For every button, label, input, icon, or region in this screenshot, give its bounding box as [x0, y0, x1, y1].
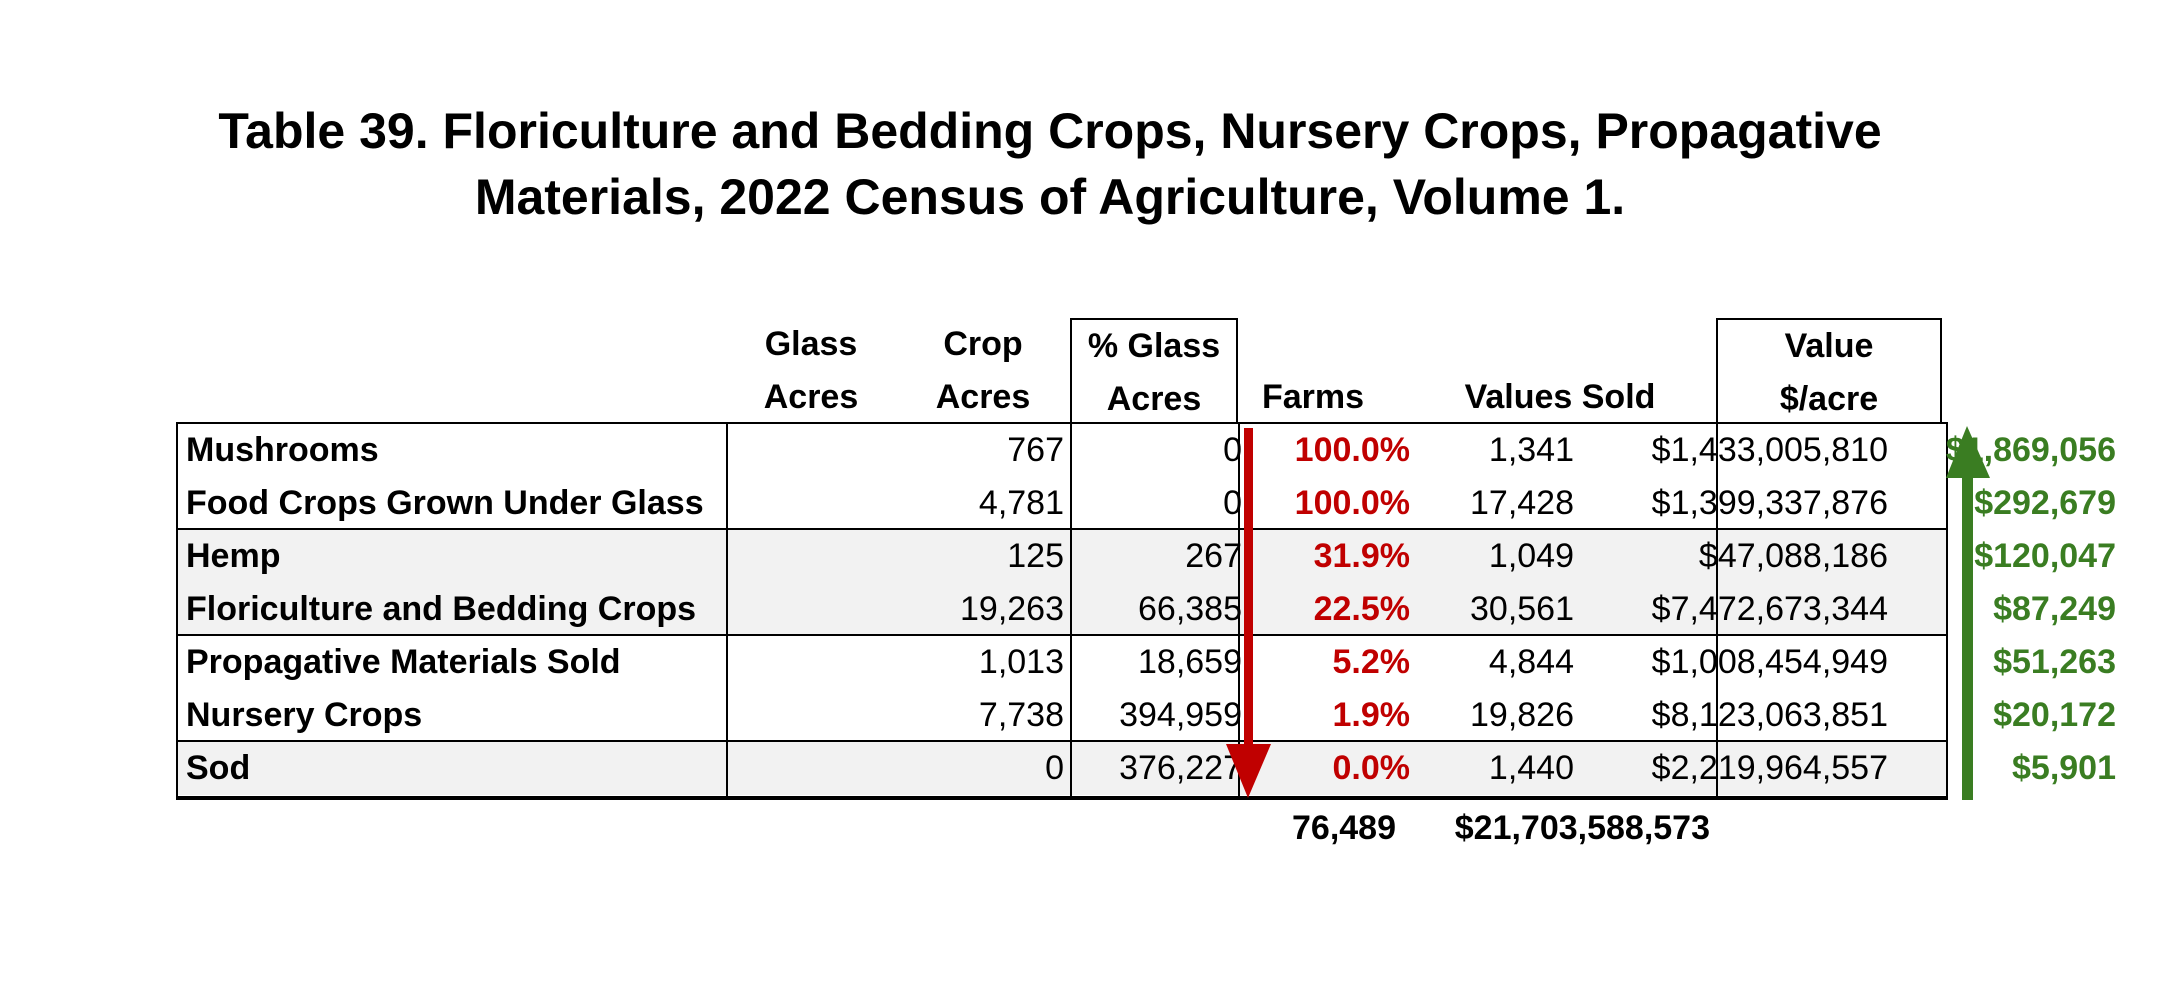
values-sold-cell: $47,088,186 — [1698, 537, 1888, 575]
farms-cell: 30,561 — [1470, 590, 1574, 628]
column-divider — [1238, 424, 1240, 798]
glass-acres-cell: 0 — [1045, 749, 1064, 787]
group-divider — [178, 634, 1946, 636]
crop-acres-cell: 376,227 — [1119, 749, 1242, 787]
row-label: Floriculture and Bedding Crops — [186, 590, 697, 628]
crop-acres-cell: 394,959 — [1119, 696, 1242, 734]
values-sold-cell: $7,472,673,344 — [1651, 590, 1888, 628]
farms-cell: 4,844 — [1488, 643, 1574, 681]
value-per-acre-cell: $120,047 — [1974, 537, 2116, 575]
table-row: Propagative Materials Sold 1,013 18,659 … — [178, 636, 2116, 689]
table-row: Sod 0 376,227 0.0% 1,440 $2,219,964,557 … — [178, 742, 2116, 795]
row-label: Propagative Materials Sold — [186, 643, 621, 681]
farms-cell: 1,049 — [1488, 537, 1574, 575]
pct-glass-cell: 100.0% — [1294, 431, 1410, 469]
farms-cell: 19,826 — [1470, 696, 1574, 734]
crop-acres-cell: 66,385 — [1138, 590, 1242, 628]
row-label: Sod — [186, 749, 251, 787]
value-per-acre-cell: $292,679 — [1974, 484, 2116, 522]
header-crop-acres: Crop Acres — [935, 325, 1031, 416]
table-row: Mushrooms 767 0 100.0% 1,341 $1,433,005,… — [178, 424, 2116, 477]
column-divider — [1716, 424, 1718, 798]
values-sold-cell: $8,123,063,851 — [1651, 696, 1888, 734]
column-divider — [726, 424, 728, 798]
row-label: Hemp — [186, 537, 281, 575]
total-farms: 76,489 — [1292, 809, 1396, 847]
header-value-per-acre: Value $/acre — [1716, 318, 1942, 422]
pct-glass-cell: 100.0% — [1294, 484, 1410, 522]
header-farms: Farms — [1261, 378, 1365, 416]
farms-cell: 17,428 — [1470, 484, 1574, 522]
value-per-acre-cell: $87,249 — [1993, 590, 2116, 628]
pct-glass-cell: 31.9% — [1313, 537, 1410, 575]
farms-cell: 1,440 — [1488, 749, 1574, 787]
arrow-up-icon — [1946, 426, 1990, 800]
crop-acres-cell: 0 — [1223, 431, 1242, 469]
header-values-sold: Values Sold — [1464, 378, 1656, 416]
values-sold-cell: $1,399,337,876 — [1651, 484, 1888, 522]
pct-glass-cell: 0.0% — [1332, 749, 1411, 787]
title-line-1: Table 39. Floriculture and Bedding Crops… — [218, 103, 1882, 159]
farms-cell: 1,341 — [1488, 431, 1574, 469]
row-label: Mushrooms — [186, 431, 379, 469]
values-sold-cell: $1,008,454,949 — [1651, 643, 1888, 681]
group-divider — [178, 528, 1946, 530]
glass-acres-cell: 19,263 — [960, 590, 1064, 628]
title-line-2: Materials, 2022 Census of Agriculture, V… — [474, 169, 1626, 225]
value-per-acre-cell: $20,172 — [1993, 696, 2116, 734]
crop-acres-cell: 0 — [1223, 484, 1242, 522]
arrow-down-icon — [1226, 428, 1271, 798]
glass-acres-cell: 125 — [1007, 537, 1064, 575]
pct-glass-cell: 22.5% — [1313, 590, 1410, 628]
table-title: Table 39. Floriculture and Bedding Crops… — [0, 98, 2182, 230]
glass-acres-cell: 1,013 — [978, 643, 1064, 681]
pct-glass-cell: 1.9% — [1332, 696, 1411, 734]
value-per-acre-cell: $51,263 — [1993, 643, 2116, 681]
glass-acres-cell: 767 — [1007, 431, 1064, 469]
values-sold-cell: $2,219,964,557 — [1651, 749, 1888, 787]
crop-acres-cell: 18,659 — [1138, 643, 1242, 681]
data-table: Mushrooms 767 0 100.0% 1,341 $1,433,005,… — [176, 422, 2116, 800]
crop-acres-cell: 267 — [1185, 537, 1242, 575]
values-sold-cell: $1,433,005,810 — [1651, 431, 1888, 469]
group-divider — [178, 740, 1946, 742]
header-pct-glass-acres: % Glass Acres — [1070, 318, 1238, 422]
table-row: Nursery Crops 7,738 394,959 1.9% 19,826 … — [178, 689, 2116, 742]
table-row: Floriculture and Bedding Crops 19,263 66… — [178, 583, 2116, 636]
total-values-sold: $21,703,588,573 — [1454, 809, 1710, 847]
bottom-double-rule — [178, 796, 1946, 798]
value-per-acre-cell: $5,901 — [2012, 749, 2116, 787]
glass-acres-cell: 4,781 — [978, 484, 1064, 522]
pct-glass-cell: 5.2% — [1332, 643, 1411, 681]
column-divider — [1070, 424, 1072, 798]
table-row: Hemp 125 267 31.9% 1,049 $47,088,186 $12… — [178, 530, 2116, 583]
table-row: Food Crops Grown Under Glass 4,781 0 100… — [178, 477, 2116, 530]
row-label: Nursery Crops — [186, 696, 423, 734]
glass-acres-cell: 7,738 — [978, 696, 1064, 734]
row-label: Food Crops Grown Under Glass — [186, 484, 704, 522]
header-glass-acres: Glass Acres — [763, 325, 859, 416]
